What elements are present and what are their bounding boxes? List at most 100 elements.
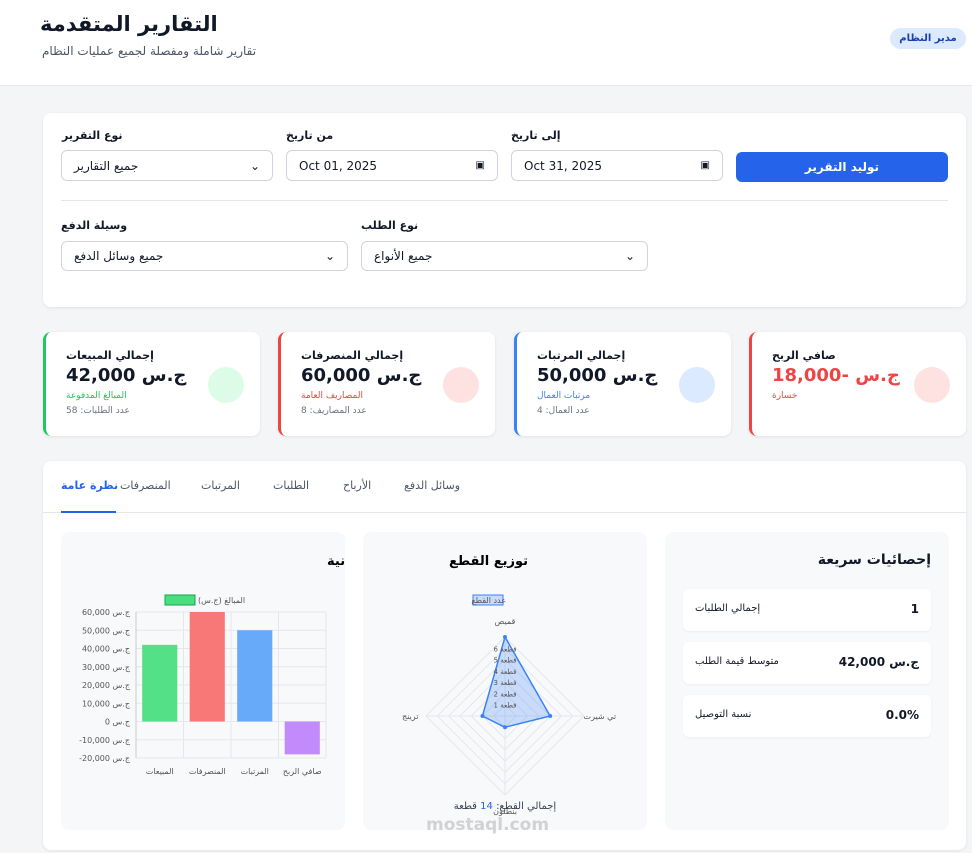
- quick-stat-label: متوسط قيمة الطلب: [695, 656, 779, 667]
- from-date[interactable]: Oct 01, 2025 ▣: [286, 150, 498, 181]
- bar-panel: الرسوم البيانية المبالغ (ج.س) 60,000 ج.س 50…: [61, 532, 422, 830]
- bar: [237, 630, 273, 722]
- stat-card: إجمالي المرتبات ج.س 50,000 مرتبات العمال عد…: [514, 332, 731, 436]
- stat-sub: المصاريف العامة: [301, 391, 363, 401]
- tab[interactable]: الأرباح: [343, 479, 372, 492]
- calendar-icon: ▣: [475, 160, 485, 171]
- select-value: جميع الأنواع: [374, 249, 433, 263]
- y-tick-label: 30,000 ج.س: [82, 663, 131, 672]
- total-text: إجمالي القطع: 14 قطعة: [454, 801, 557, 812]
- radar-point: [503, 635, 507, 639]
- quick-stat-row: متوسط قيمة الطلب ج.س 42,000: [683, 642, 931, 684]
- label: من تاريخ: [286, 129, 334, 142]
- quick-stat-value: 1: [910, 602, 919, 616]
- stat-icon: [443, 367, 479, 403]
- axis-label: بنطلون: [493, 807, 517, 816]
- stat-icon: [208, 367, 244, 403]
- axis-label: تي شيرت: [584, 712, 617, 721]
- stat-value: ج.س 50,000: [537, 365, 658, 386]
- quick-stat-label: نسبة التوصيل: [695, 709, 752, 720]
- axis-label: قميص: [495, 617, 516, 626]
- watermark: mostaql.com: [426, 815, 550, 835]
- radar-point: [480, 714, 485, 718]
- legend-swatch: [164, 594, 196, 606]
- y-tick-label: 20,000 ج.س: [82, 681, 131, 690]
- stat-value: ج.س 42,000: [66, 365, 187, 386]
- header: [0, 0, 972, 86]
- to-date[interactable]: Oct 31, 2025 ▣: [511, 150, 723, 181]
- x-tick-label: صافي الربح: [283, 767, 322, 776]
- report-type-select[interactable]: جميع التقارير ⌄: [61, 150, 273, 181]
- stat-sub: مرتبات العمال: [537, 391, 591, 401]
- panel-title: إحصائيات سريعة: [817, 552, 931, 568]
- quick-stat-value: ج.س 42,000: [838, 655, 919, 669]
- radar-chart: توزيع القطع عدد القطع قميص تي شيرت بنطلون تري…: [402, 554, 617, 816]
- y-tick-label: -20,000 ج.س: [79, 754, 131, 763]
- x-tick-label: المرتبات: [241, 767, 269, 776]
- r-tick-label: قطعة 3: [494, 679, 517, 687]
- r-tick-label: قطعة 5: [494, 657, 517, 665]
- stat-count: عدد المصاريف: 8: [301, 406, 367, 416]
- stat-card: صافي الربح ج.س -18,000 خسارة: [749, 332, 966, 436]
- quick-stat-label: إجمالي الطلبات: [695, 603, 761, 614]
- bar: [189, 612, 225, 722]
- stat-value: ج.س -18,000: [772, 365, 900, 386]
- stat-card: إجمالي المنصرفات ج.س 60,000 المصاريف العام…: [278, 332, 495, 436]
- r-tick-label: قطعة 2: [494, 690, 517, 698]
- divider: [61, 200, 948, 201]
- stat-label: إجمالي المبيعات: [66, 349, 154, 362]
- y-tick-label: 60,000 ج.س: [82, 608, 131, 617]
- calendar-icon: ▣: [700, 160, 710, 171]
- quick-stat-row: نسبة التوصيل 0.0%: [683, 695, 931, 737]
- y-tick-label: 40,000 ج.س: [82, 645, 131, 654]
- label: وسيلة الدفع: [61, 219, 128, 232]
- axis-label: ترينج: [402, 712, 418, 721]
- tab[interactable]: نظرة عامة: [61, 479, 119, 492]
- select-value: جميع التقارير: [74, 158, 139, 173]
- stat-label: إجمالي المرتبات: [537, 349, 626, 362]
- tab[interactable]: الطلبات: [273, 479, 310, 492]
- stat-count: عدد العمال: 4: [537, 406, 590, 416]
- chevron: ⌄: [624, 249, 635, 263]
- tab-divider: [43, 512, 966, 513]
- stat-label: صافي الربح: [772, 349, 836, 362]
- select-value: جميع وسائل الدفع: [74, 249, 164, 263]
- radar-panel: توزيع القطع عدد القطع قميص تي شيرت بنطلون تري…: [363, 532, 647, 830]
- stat-count: عدد الطلبات: 58: [66, 406, 130, 416]
- stat-sub: خسارة: [772, 391, 798, 401]
- r-tick-label: قطعة 6: [494, 645, 517, 653]
- generate-button[interactable]: توليد التقرير: [736, 152, 948, 182]
- tab[interactable]: المرتبات: [201, 479, 240, 492]
- chart-title: الرسوم البيانية: [327, 554, 345, 569]
- stat-icon: [914, 367, 950, 403]
- order-type-select[interactable]: جميع الأنواع ⌄: [361, 241, 648, 271]
- y-tick-label: 50,000 ج.س: [82, 626, 131, 635]
- tab[interactable]: المنصرفات: [120, 479, 171, 492]
- stat-card: إجمالي المبيعات ج.س 42,000 المبالغ المدفوع…: [43, 332, 260, 436]
- total-part: إجمالي القطع:: [496, 801, 556, 812]
- stat-value: ج.س 60,000: [301, 365, 422, 386]
- page-subtitle: تقارير شاملة ومفصلة لجميع عمليات النظام: [42, 44, 257, 58]
- stat-sub: المبالغ المدفوعة: [66, 391, 127, 401]
- bar: [284, 721, 320, 755]
- quick-stat-row: إجمالي الطلبات 1: [683, 589, 931, 631]
- date-value: Oct 31, 2025: [524, 158, 602, 173]
- bar-chart: الرسوم البيانية المبالغ (ج.س) 60,000 ج.س 50…: [79, 554, 422, 776]
- role-badge: مدير النظام: [890, 28, 966, 49]
- r-tick-label: قطعة 4: [494, 668, 517, 676]
- x-tick-label: المبيعات: [146, 767, 174, 776]
- label: نوع التقرير: [62, 129, 123, 142]
- chevron: ⌄: [324, 249, 335, 263]
- quick-stat-value: 0.0%: [885, 708, 919, 722]
- radar-point: [548, 714, 553, 718]
- payment-select[interactable]: جميع وسائل الدفع ⌄: [61, 241, 348, 271]
- page-title: التقارير المتقدمة: [40, 12, 218, 36]
- chart-title: توزيع القطع: [449, 554, 528, 569]
- y-tick-label: -10,000 ج.س: [79, 736, 131, 745]
- total-part: 14: [480, 801, 493, 812]
- legend-label: المبالغ (ج.س): [198, 596, 245, 605]
- tab[interactable]: وسائل الدفع: [404, 479, 461, 492]
- radar-point: [503, 725, 507, 730]
- stat-icon: [679, 367, 715, 403]
